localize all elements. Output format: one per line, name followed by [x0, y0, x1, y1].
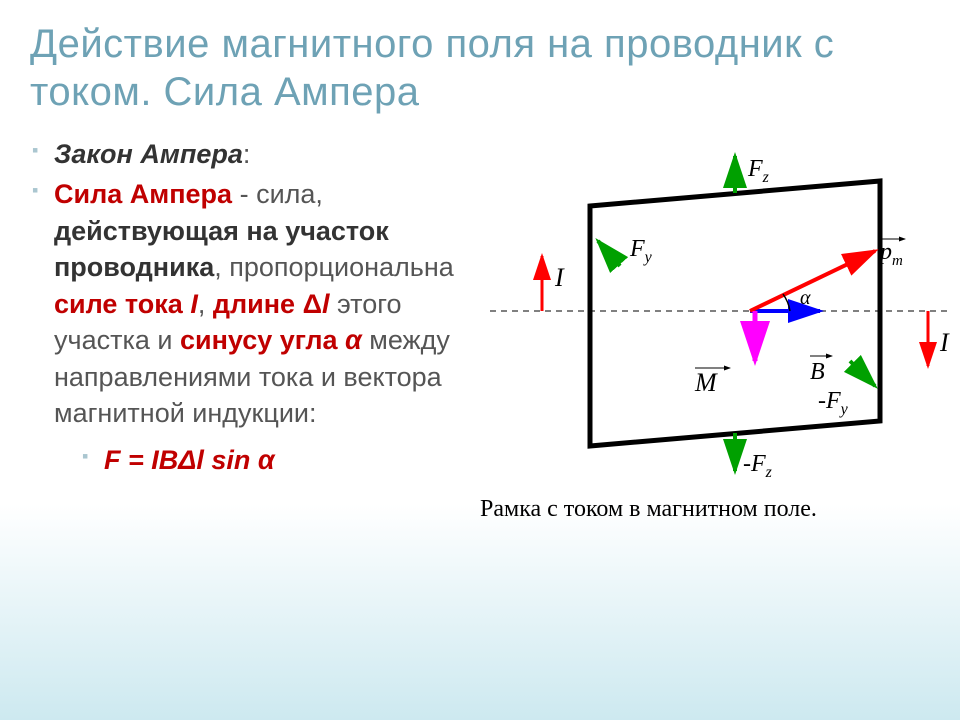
label-pm: pm — [878, 239, 903, 269]
label-B: B — [810, 359, 825, 385]
label-Fz-top: Fz — [747, 156, 770, 186]
label-M: M — [694, 368, 718, 397]
term-sila-ampera: Сила Ампера — [54, 179, 232, 209]
law-label: Закон Ампера — [54, 139, 243, 169]
label-Fz-bot: -Fz — [743, 451, 773, 481]
diagram-caption: Рамка с током в магнитном поле. — [480, 496, 960, 523]
bullet-definition: Сила Ампера - сила, действующая на участ… — [30, 176, 460, 478]
formula: F = IBΔl sin α — [104, 445, 275, 475]
bullet-law: Закон Ампера: — [30, 136, 460, 172]
label-alpha: α — [800, 287, 811, 309]
physics-diagram: I I Fz Fy -Fz -Fy — [480, 136, 960, 486]
page-title: Действие магнитного поля на проводник с … — [30, 20, 930, 116]
text-content: Закон Ампера: Сила Ампера - сила, действ… — [30, 136, 460, 523]
label-I-left: I — [554, 263, 565, 292]
label-Fy-top: Fy — [629, 236, 653, 266]
formula-line: F = IBΔl sin α — [54, 442, 460, 478]
label-Fy-bot: -Fy — [818, 388, 849, 418]
label-I-right: I — [939, 328, 950, 357]
